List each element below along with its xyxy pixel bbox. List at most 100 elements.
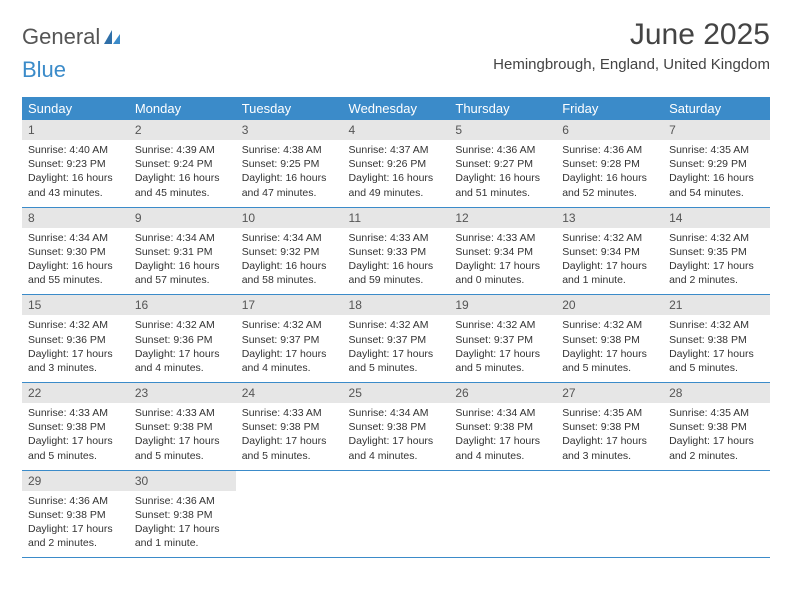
calendar-cell: 20Sunrise: 4:32 AMSunset: 9:38 PMDayligh… <box>556 295 663 383</box>
day-number: 18 <box>343 295 450 315</box>
day-details: Sunrise: 4:32 AMSunset: 9:35 PMDaylight:… <box>663 228 770 295</box>
brand-logo: General <box>22 18 122 50</box>
day-number: 22 <box>22 383 129 403</box>
day-number: 4 <box>343 120 450 140</box>
day-number: 15 <box>22 295 129 315</box>
day-number: 27 <box>556 383 663 403</box>
day-details: Sunrise: 4:33 AMSunset: 9:38 PMDaylight:… <box>236 403 343 470</box>
day-details: Sunrise: 4:34 AMSunset: 9:38 PMDaylight:… <box>343 403 450 470</box>
brand-text-2: Blue <box>22 57 66 83</box>
day-details: Sunrise: 4:38 AMSunset: 9:25 PMDaylight:… <box>236 140 343 207</box>
day-details: Sunrise: 4:36 AMSunset: 9:28 PMDaylight:… <box>556 140 663 207</box>
calendar-cell: 18Sunrise: 4:32 AMSunset: 9:37 PMDayligh… <box>343 295 450 383</box>
day-details: Sunrise: 4:34 AMSunset: 9:30 PMDaylight:… <box>22 228 129 295</box>
calendar-cell: 7Sunrise: 4:35 AMSunset: 9:29 PMDaylight… <box>663 120 770 207</box>
calendar-cell: 13Sunrise: 4:32 AMSunset: 9:34 PMDayligh… <box>556 207 663 295</box>
day-number: 25 <box>343 383 450 403</box>
weekday-header: Monday <box>129 97 236 120</box>
day-number: 30 <box>129 471 236 491</box>
calendar-row: 15Sunrise: 4:32 AMSunset: 9:36 PMDayligh… <box>22 295 770 383</box>
day-number: 19 <box>449 295 556 315</box>
title-block: June 2025 Hemingbrough, England, United … <box>493 18 770 73</box>
calendar-row: 1Sunrise: 4:40 AMSunset: 9:23 PMDaylight… <box>22 120 770 207</box>
calendar-body: 1Sunrise: 4:40 AMSunset: 9:23 PMDaylight… <box>22 120 770 558</box>
calendar-cell: 12Sunrise: 4:33 AMSunset: 9:34 PMDayligh… <box>449 207 556 295</box>
day-details: Sunrise: 4:32 AMSunset: 9:37 PMDaylight:… <box>343 315 450 382</box>
day-number: 10 <box>236 208 343 228</box>
day-details: Sunrise: 4:32 AMSunset: 9:36 PMDaylight:… <box>22 315 129 382</box>
day-number: 26 <box>449 383 556 403</box>
day-number: 17 <box>236 295 343 315</box>
calendar-cell: 6Sunrise: 4:36 AMSunset: 9:28 PMDaylight… <box>556 120 663 207</box>
calendar-table: SundayMondayTuesdayWednesdayThursdayFrid… <box>22 97 770 558</box>
calendar-cell: 17Sunrise: 4:32 AMSunset: 9:37 PMDayligh… <box>236 295 343 383</box>
day-number: 6 <box>556 120 663 140</box>
day-number: 8 <box>22 208 129 228</box>
calendar-cell: 30Sunrise: 4:36 AMSunset: 9:38 PMDayligh… <box>129 470 236 558</box>
day-details: Sunrise: 4:34 AMSunset: 9:32 PMDaylight:… <box>236 228 343 295</box>
day-details: Sunrise: 4:33 AMSunset: 9:33 PMDaylight:… <box>343 228 450 295</box>
weekday-header: Tuesday <box>236 97 343 120</box>
day-number: 9 <box>129 208 236 228</box>
day-number: 1 <box>22 120 129 140</box>
calendar-row: 29Sunrise: 4:36 AMSunset: 9:38 PMDayligh… <box>22 470 770 558</box>
calendar-cell: 3Sunrise: 4:38 AMSunset: 9:25 PMDaylight… <box>236 120 343 207</box>
day-details: Sunrise: 4:34 AMSunset: 9:31 PMDaylight:… <box>129 228 236 295</box>
day-details: Sunrise: 4:32 AMSunset: 9:36 PMDaylight:… <box>129 315 236 382</box>
day-details: Sunrise: 4:34 AMSunset: 9:38 PMDaylight:… <box>449 403 556 470</box>
day-details: Sunrise: 4:36 AMSunset: 9:38 PMDaylight:… <box>129 491 236 558</box>
calendar-cell: 16Sunrise: 4:32 AMSunset: 9:36 PMDayligh… <box>129 295 236 383</box>
day-number: 13 <box>556 208 663 228</box>
weekday-header: Wednesday <box>343 97 450 120</box>
day-details: Sunrise: 4:33 AMSunset: 9:34 PMDaylight:… <box>449 228 556 295</box>
day-details: Sunrise: 4:33 AMSunset: 9:38 PMDaylight:… <box>22 403 129 470</box>
calendar-cell: 26Sunrise: 4:34 AMSunset: 9:38 PMDayligh… <box>449 383 556 471</box>
day-details: Sunrise: 4:36 AMSunset: 9:27 PMDaylight:… <box>449 140 556 207</box>
calendar-cell: 25Sunrise: 4:34 AMSunset: 9:38 PMDayligh… <box>343 383 450 471</box>
day-number: 14 <box>663 208 770 228</box>
calendar-cell: 21Sunrise: 4:32 AMSunset: 9:38 PMDayligh… <box>663 295 770 383</box>
calendar-cell: 28Sunrise: 4:35 AMSunset: 9:38 PMDayligh… <box>663 383 770 471</box>
day-details: Sunrise: 4:32 AMSunset: 9:37 PMDaylight:… <box>236 315 343 382</box>
calendar-cell: 22Sunrise: 4:33 AMSunset: 9:38 PMDayligh… <box>22 383 129 471</box>
day-details: Sunrise: 4:35 AMSunset: 9:38 PMDaylight:… <box>663 403 770 470</box>
calendar-cell <box>343 470 450 558</box>
calendar-cell: 23Sunrise: 4:33 AMSunset: 9:38 PMDayligh… <box>129 383 236 471</box>
day-number: 16 <box>129 295 236 315</box>
calendar-cell: 29Sunrise: 4:36 AMSunset: 9:38 PMDayligh… <box>22 470 129 558</box>
calendar-cell: 19Sunrise: 4:32 AMSunset: 9:37 PMDayligh… <box>449 295 556 383</box>
calendar-cell <box>663 470 770 558</box>
day-details: Sunrise: 4:32 AMSunset: 9:37 PMDaylight:… <box>449 315 556 382</box>
calendar-cell: 15Sunrise: 4:32 AMSunset: 9:36 PMDayligh… <box>22 295 129 383</box>
day-details: Sunrise: 4:33 AMSunset: 9:38 PMDaylight:… <box>129 403 236 470</box>
day-number: 28 <box>663 383 770 403</box>
calendar-cell <box>236 470 343 558</box>
calendar-cell <box>449 470 556 558</box>
logo-sail-icon <box>102 28 122 46</box>
calendar-cell: 2Sunrise: 4:39 AMSunset: 9:24 PMDaylight… <box>129 120 236 207</box>
day-details: Sunrise: 4:32 AMSunset: 9:34 PMDaylight:… <box>556 228 663 295</box>
weekday-header: Thursday <box>449 97 556 120</box>
day-details: Sunrise: 4:32 AMSunset: 9:38 PMDaylight:… <box>663 315 770 382</box>
calendar-cell: 9Sunrise: 4:34 AMSunset: 9:31 PMDaylight… <box>129 207 236 295</box>
day-number: 20 <box>556 295 663 315</box>
day-number: 5 <box>449 120 556 140</box>
calendar-cell: 5Sunrise: 4:36 AMSunset: 9:27 PMDaylight… <box>449 120 556 207</box>
day-details: Sunrise: 4:35 AMSunset: 9:29 PMDaylight:… <box>663 140 770 207</box>
calendar-cell: 1Sunrise: 4:40 AMSunset: 9:23 PMDaylight… <box>22 120 129 207</box>
day-details: Sunrise: 4:39 AMSunset: 9:24 PMDaylight:… <box>129 140 236 207</box>
weekday-header: Friday <box>556 97 663 120</box>
calendar-cell: 14Sunrise: 4:32 AMSunset: 9:35 PMDayligh… <box>663 207 770 295</box>
calendar-row: 22Sunrise: 4:33 AMSunset: 9:38 PMDayligh… <box>22 383 770 471</box>
calendar-cell: 24Sunrise: 4:33 AMSunset: 9:38 PMDayligh… <box>236 383 343 471</box>
day-number: 29 <box>22 471 129 491</box>
weekday-header: Sunday <box>22 97 129 120</box>
day-number: 7 <box>663 120 770 140</box>
calendar-row: 8Sunrise: 4:34 AMSunset: 9:30 PMDaylight… <box>22 207 770 295</box>
day-number: 3 <box>236 120 343 140</box>
calendar-cell: 8Sunrise: 4:34 AMSunset: 9:30 PMDaylight… <box>22 207 129 295</box>
weekday-header: Saturday <box>663 97 770 120</box>
brand-text-1: General <box>22 24 100 50</box>
day-details: Sunrise: 4:36 AMSunset: 9:38 PMDaylight:… <box>22 491 129 558</box>
day-details: Sunrise: 4:35 AMSunset: 9:38 PMDaylight:… <box>556 403 663 470</box>
